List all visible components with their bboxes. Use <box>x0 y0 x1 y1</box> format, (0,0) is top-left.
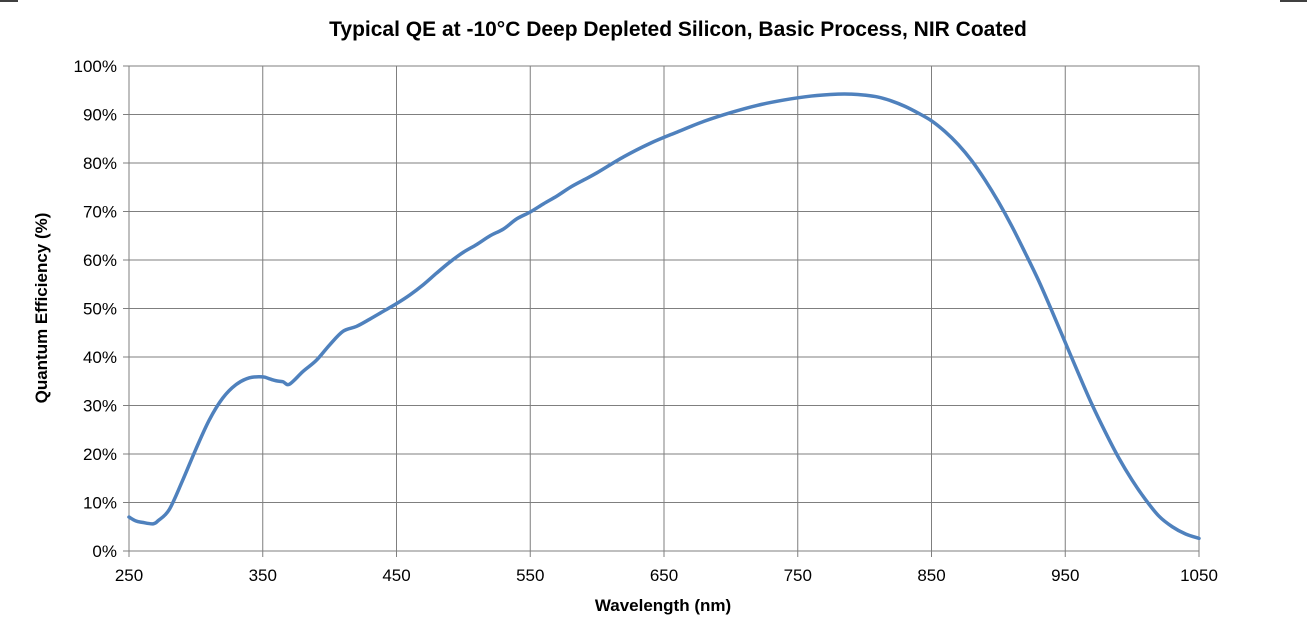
x-tick-label: 450 <box>382 566 410 585</box>
y-tick-label: 100% <box>74 57 117 76</box>
x-tick-label: 1050 <box>1180 566 1218 585</box>
x-tick-label: 350 <box>249 566 277 585</box>
y-tick-label: 80% <box>83 154 117 173</box>
x-tick-label: 850 <box>917 566 945 585</box>
x-tick-label: 750 <box>784 566 812 585</box>
y-tick-label: 50% <box>83 300 117 319</box>
y-tick-label: 30% <box>83 397 117 416</box>
plot-area-border <box>128 65 1200 552</box>
y-tick-label: 20% <box>83 445 117 464</box>
x-tick-label: 950 <box>1051 566 1079 585</box>
x-axis-label: Wavelength (nm) <box>595 596 731 615</box>
grid-lines <box>123 65 1200 557</box>
y-tick-label: 40% <box>83 348 117 367</box>
tick-labels: 0% 10% 20% 30% 40% 50% 60% 70% 80% 90% 100% 250 350 4… <box>74 57 1218 585</box>
x-tick-label: 650 <box>650 566 678 585</box>
y-tick-label: 60% <box>83 251 117 270</box>
y-tick-label: 90% <box>83 106 117 125</box>
y-tick-label: 10% <box>83 494 117 513</box>
series-layer <box>127 92 1201 541</box>
y-tick-label: 70% <box>83 203 117 222</box>
qe-series-line <box>127 92 1201 541</box>
y-axis-label: Quantum Efficiency (%) <box>32 213 51 404</box>
y-tick-label: 0% <box>92 542 117 561</box>
x-tick-label: 250 <box>115 566 143 585</box>
x-tick-label: 550 <box>516 566 544 585</box>
chart-title: Typical QE at -10°C Deep Depleted Silico… <box>329 18 1027 41</box>
